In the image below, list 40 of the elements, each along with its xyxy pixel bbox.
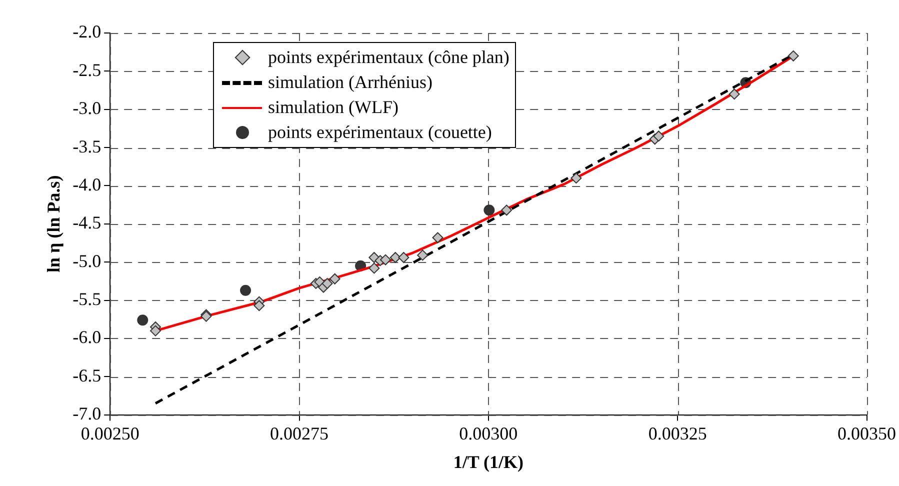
- point: [137, 314, 148, 326]
- point: [728, 88, 740, 100]
- legend-label: points expérimentaux (cône plan): [268, 46, 510, 69]
- point: [432, 232, 444, 244]
- x-tick-label: 0.00275: [270, 423, 329, 444]
- point: [329, 273, 340, 284]
- x-tick-label: 0.00325: [648, 423, 707, 444]
- y-axis-title: ln η (ln Pa.s): [43, 175, 64, 273]
- point: [501, 204, 512, 216]
- x-tick-label: 0.00250: [80, 423, 140, 444]
- point: [570, 172, 582, 184]
- y-tick-label: -5.0: [72, 250, 102, 271]
- y-tick-label: -3.5: [72, 136, 102, 156]
- point: [150, 325, 161, 336]
- y-tick-label: -3.0: [72, 98, 102, 118]
- point: [240, 284, 252, 296]
- legend-label: simulation (Arrhénius): [268, 71, 432, 94]
- point: [254, 300, 265, 312]
- x-tick-label: 0.00350: [838, 423, 896, 444]
- point: [417, 250, 428, 261]
- point: [390, 252, 401, 263]
- point: [380, 254, 392, 266]
- point: [322, 278, 333, 289]
- x-tick-label: 0.00300: [459, 423, 518, 444]
- y-tick-label: -6.5: [72, 365, 102, 386]
- point: [484, 204, 495, 216]
- point: [368, 262, 380, 274]
- y-tick-label: -4.5: [72, 212, 102, 233]
- y-tick-label: -2.5: [72, 60, 102, 80]
- y-tick-label: -5.5: [72, 288, 102, 309]
- legend-label: points expérimentaux (couette): [268, 121, 492, 144]
- point: [653, 130, 664, 142]
- point: [398, 252, 410, 263]
- y-tick-label: -4.0: [72, 174, 102, 194]
- y-tick-label: -6.0: [72, 327, 102, 348]
- x-axis-title: 1/T (1/K): [453, 452, 524, 472]
- y-tick-label: -7.0: [72, 404, 102, 424]
- y-tick-label: -2.0: [72, 22, 102, 42]
- legend-label: simulation (WLF): [268, 96, 398, 119]
- point: [788, 50, 799, 62]
